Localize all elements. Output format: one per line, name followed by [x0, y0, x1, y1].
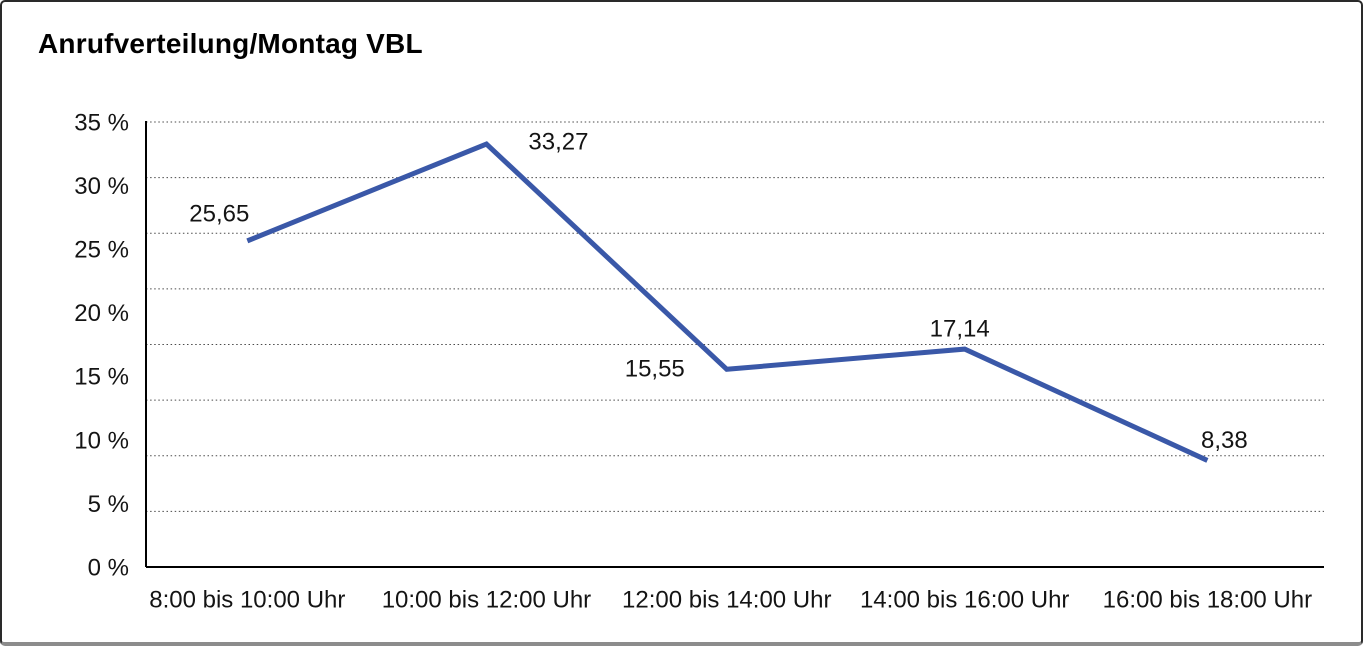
x-category-label: 16:00 bis 18:00 Uhr: [1103, 586, 1312, 613]
y-tick-label: 10 %: [74, 427, 129, 454]
x-category-label: 12:00 bis 14:00 Uhr: [622, 586, 831, 613]
data-point-label: 15,55: [625, 356, 685, 383]
y-tick-label: 0 %: [88, 554, 129, 581]
data-point-label: 25,65: [189, 200, 249, 227]
series-line: [246, 141, 1209, 463]
x-category-label: 10:00 bis 12:00 Uhr: [382, 586, 591, 613]
y-tick-label: 20 %: [74, 300, 129, 327]
y-tick-label: 35 %: [74, 109, 129, 136]
data-point-label: 8,38: [1201, 427, 1248, 454]
x-category-label: 14:00 bis 16:00 Uhr: [860, 586, 1069, 613]
x-category-label: 8:00 bis 10:00 Uhr: [149, 586, 345, 613]
y-tick-label: 5 %: [88, 491, 129, 518]
data-point-label: 17,14: [930, 315, 990, 342]
y-tick-label: 25 %: [74, 237, 129, 264]
chart-title: Anrufverteilung/Montag VBL: [38, 28, 423, 59]
data-point-label: 33,27: [528, 128, 588, 155]
y-tick-label: 15 %: [74, 364, 129, 391]
y-tick-label: 30 %: [74, 173, 129, 200]
